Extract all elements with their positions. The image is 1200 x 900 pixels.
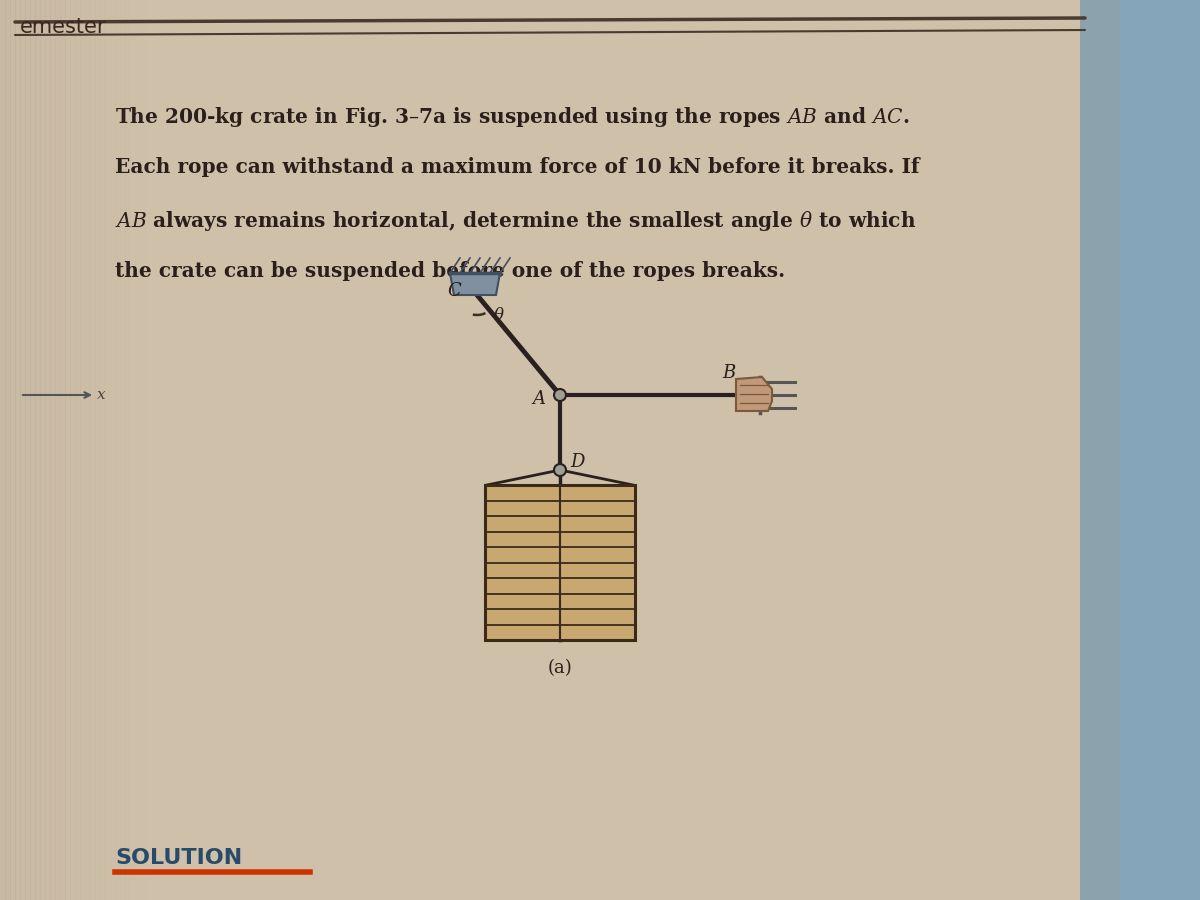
Bar <box>485 485 635 640</box>
Text: x: x <box>97 388 106 402</box>
Text: D: D <box>570 453 584 471</box>
Bar <box>1080 0 1200 900</box>
Bar <box>125 0 131 900</box>
Bar <box>10 0 16 900</box>
Polygon shape <box>450 273 500 295</box>
Polygon shape <box>736 377 772 411</box>
Bar <box>140 0 146 900</box>
Bar <box>134 0 142 900</box>
Text: The 200-kg crate in Fig. 3–7a is suspended using the ropes $AB$ and $AC$.: The 200-kg crate in Fig. 3–7a is suspend… <box>115 105 910 129</box>
Bar <box>25 0 31 900</box>
Text: emester: emester <box>20 17 107 37</box>
Bar <box>30 0 36 900</box>
Bar <box>70 0 76 900</box>
Circle shape <box>554 464 566 476</box>
Text: (a): (a) <box>547 659 572 677</box>
Bar <box>74 0 82 900</box>
Bar <box>95 0 101 900</box>
Bar <box>65 0 71 900</box>
Bar <box>1120 0 1200 900</box>
Text: C: C <box>446 282 461 300</box>
Bar <box>0 0 6 900</box>
Bar <box>5 0 11 900</box>
Text: the crate can be suspended before one of the ropes breaks.: the crate can be suspended before one of… <box>115 261 785 281</box>
Bar <box>40 0 46 900</box>
Bar <box>46 0 50 900</box>
Bar <box>106 0 112 900</box>
Bar <box>16 0 22 900</box>
Text: SOLUTION: SOLUTION <box>115 848 242 868</box>
Bar <box>130 0 136 900</box>
Circle shape <box>554 389 566 401</box>
Bar <box>50 0 56 900</box>
Text: θ: θ <box>494 307 504 324</box>
Text: Each rope can withstand a maximum force of 10 kN before it breaks. If: Each rope can withstand a maximum force … <box>115 157 919 177</box>
Text: $AB$ always remains horizontal, determine the smallest angle $\theta$ to which: $AB$ always remains horizontal, determin… <box>115 209 916 233</box>
Bar <box>115 0 121 900</box>
Bar <box>100 0 106 900</box>
Bar <box>145 0 151 900</box>
Bar <box>85 0 91 900</box>
Bar <box>35 0 41 900</box>
Bar <box>20 0 26 900</box>
Text: A: A <box>532 390 545 408</box>
Bar <box>120 0 126 900</box>
Bar <box>90 0 96 900</box>
Text: B: B <box>722 364 736 382</box>
Bar <box>110 0 116 900</box>
Bar <box>80 0 86 900</box>
Bar <box>55 0 61 900</box>
Bar <box>60 0 66 900</box>
